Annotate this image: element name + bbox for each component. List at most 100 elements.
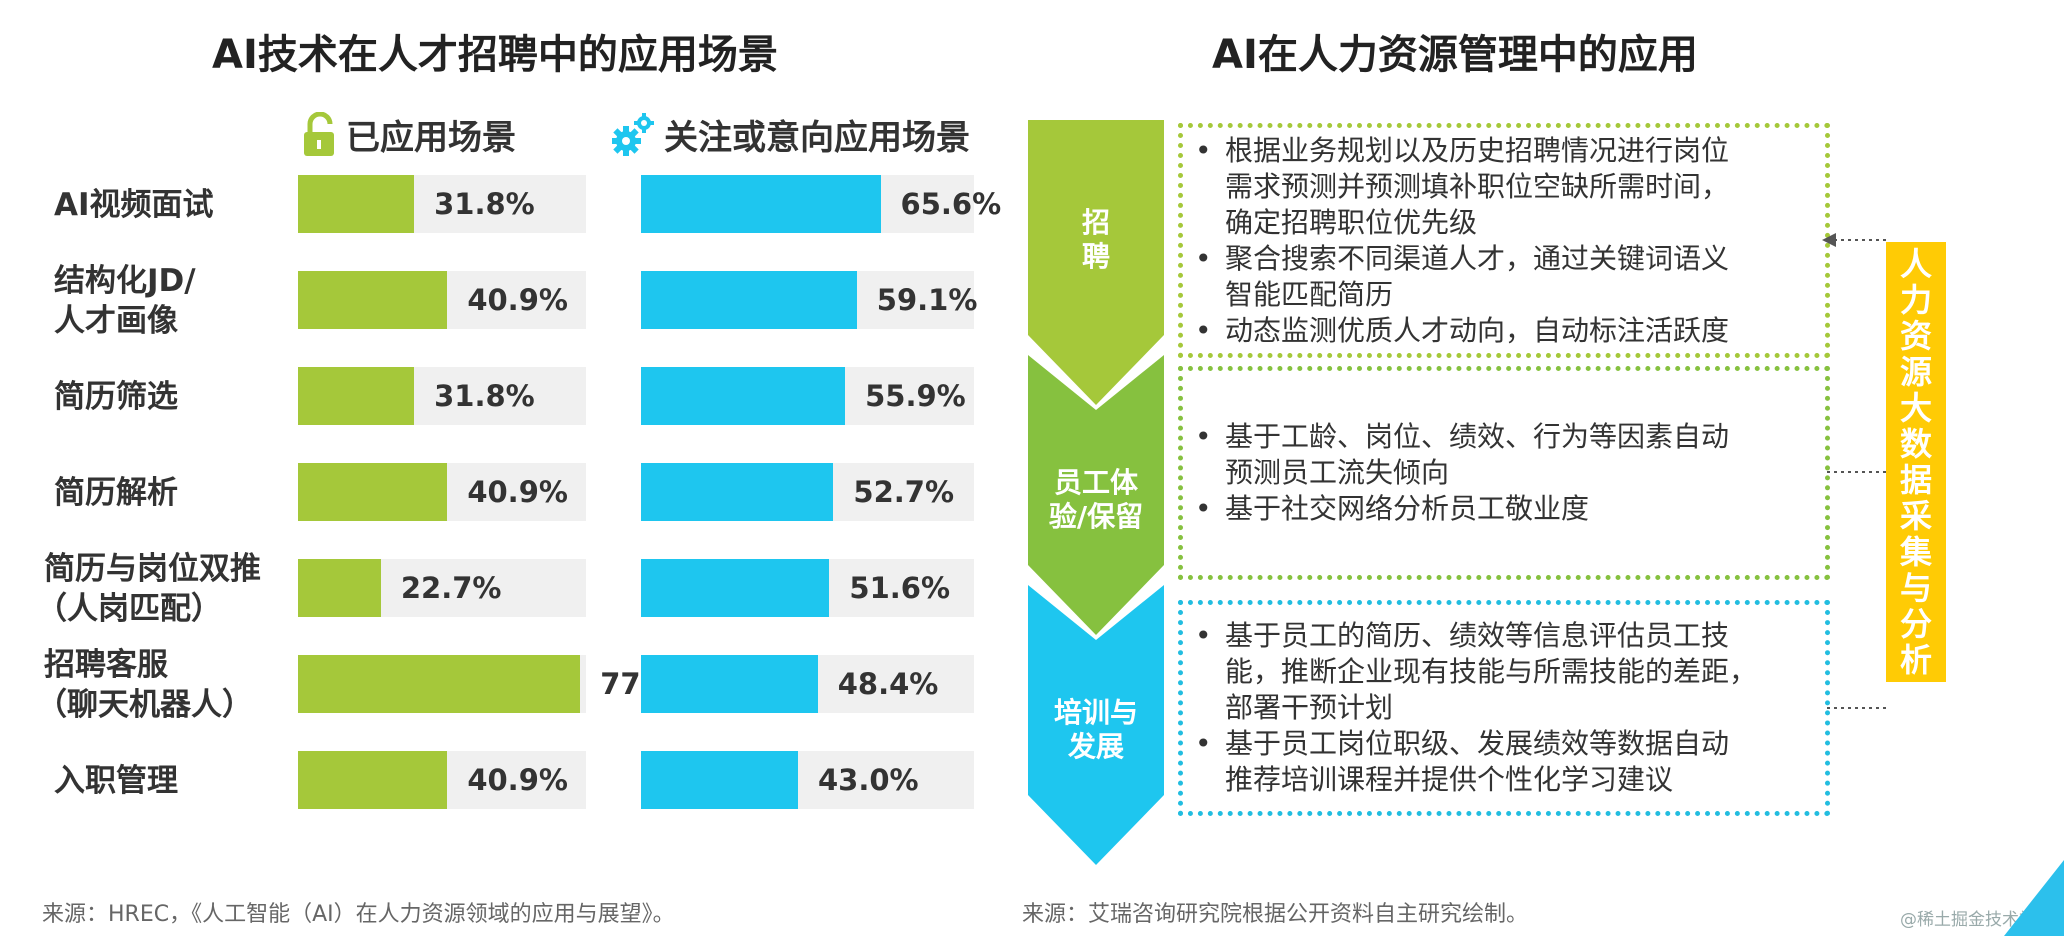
stage-label-line: 发展 xyxy=(1067,729,1124,763)
side-label-char: 据 xyxy=(1899,461,1932,499)
bar-track xyxy=(641,175,974,233)
stage-label-line: 验/保留 xyxy=(1048,499,1144,533)
bar-track xyxy=(298,175,586,233)
bar xyxy=(641,463,834,521)
category-label-line: 人才画像 xyxy=(54,303,178,339)
data-label: 40.9% xyxy=(467,763,568,797)
category-label: 招聘客服 （聊天机器人） xyxy=(36,645,253,725)
legend-applied: 已应用场景 xyxy=(302,110,516,159)
side-label-char: 力 xyxy=(1899,281,1932,319)
data-label: 52.7% xyxy=(853,475,955,509)
category-label: 简历解析 xyxy=(54,473,178,513)
bar xyxy=(298,271,448,329)
data-label: 40.9% xyxy=(467,475,568,509)
stage-detail-box: 基于工龄、岗位、绩效、行为等因素自动预测员工流失倾向基于社交网络分析员工敬业度 xyxy=(1178,366,1830,580)
bar-track xyxy=(298,751,586,809)
right-title: AI在人力资源管理中的应用 xyxy=(1212,32,1698,78)
side-label-char: 析 xyxy=(1899,641,1932,679)
bullet-item: 基于社交网络分析员工敬业度 xyxy=(1183,491,1729,527)
corner-accent xyxy=(2004,860,2064,936)
side-label: 人力资源大数据采集与分析 xyxy=(1900,246,1932,678)
stage-label: 培训与 发展 xyxy=(1028,696,1164,764)
data-label: 51.6% xyxy=(849,571,950,605)
right-source: 来源：艾瑞咨询研究院根据公开资料自主研究绘制。 xyxy=(1022,902,1529,927)
bar-track xyxy=(641,559,974,617)
bullet-line: 聚合搜索不同渠道人才，通过关键词语义 xyxy=(1225,241,1730,275)
bullet-item: 根据业务规划以及历史招聘情况进行岗位需求预测并预测填补职位空缺所需时间，确定招聘… xyxy=(1183,133,1729,241)
bar xyxy=(641,751,798,809)
stage-label-line: 聘 xyxy=(1081,239,1110,273)
legend-applied-label: 已应用场景 xyxy=(346,118,516,158)
hr-stages: 招聘根据业务规划以及历史招聘情况进行岗位需求预测并预测填补职位空缺所需时间，确定… xyxy=(0,0,2064,880)
category-label-line: 简历筛选 xyxy=(54,379,178,415)
bar-track xyxy=(298,655,586,713)
bullet-item: 动态监测优质人才动向，自动标注活跃度 xyxy=(1183,313,1729,349)
gears-icon xyxy=(612,112,654,156)
bar-track xyxy=(641,655,974,713)
data-label: 55.9% xyxy=(865,379,966,413)
category-label-line: 结构化JD/ xyxy=(54,263,196,299)
side-label-char: 源 xyxy=(1899,353,1932,391)
bar-track xyxy=(641,463,974,521)
bar-track xyxy=(298,271,586,329)
legend-interest: 关注或意向应用场景 xyxy=(612,110,970,159)
bullet-line: 需求预测并预测填补职位空缺所需时间， xyxy=(1225,169,1730,203)
category-label-line: 简历与岗位双推 xyxy=(44,551,261,587)
data-label: 59.1% xyxy=(876,283,978,317)
bar xyxy=(298,655,581,713)
bar-track xyxy=(298,559,586,617)
bar xyxy=(298,559,381,617)
connector-lines xyxy=(1822,233,1886,709)
bar xyxy=(298,175,415,233)
category-label: AI视频面试 xyxy=(54,185,214,225)
bar xyxy=(641,655,818,713)
bar-track xyxy=(641,271,974,329)
category-label: 简历筛选 xyxy=(54,377,178,417)
bar xyxy=(298,367,415,425)
stage-label-line: 培训与 xyxy=(1053,695,1138,729)
bullet-line: 智能匹配简历 xyxy=(1225,277,1394,311)
category-label-line: 入职管理 xyxy=(54,763,178,799)
bar xyxy=(298,463,448,521)
data-label: 43.0% xyxy=(818,763,919,797)
side-label-char: 分 xyxy=(1899,605,1932,643)
bullet-item: 基于员工的简历、绩效等信息评估员工技能，推断企业现有技能与所需技能的差距，部署干… xyxy=(1183,618,1757,726)
side-label-char: 数 xyxy=(1899,425,1932,463)
stage-label-line: 员工体 xyxy=(1053,465,1138,499)
side-label-char: 集 xyxy=(1899,533,1932,571)
stage-chevron xyxy=(1028,120,1164,405)
side-label-char: 与 xyxy=(1899,569,1932,607)
bullet-line: 基于员工的简历、绩效等信息评估员工技 xyxy=(1225,619,1730,652)
bar-track xyxy=(298,367,586,425)
category-label-line: （人岗匹配） xyxy=(36,591,222,627)
side-label-char: 资 xyxy=(1899,317,1932,355)
bar-track xyxy=(298,463,586,521)
bar xyxy=(641,559,830,617)
bullet-list: 基于员工的简历、绩效等信息评估员工技能，推断企业现有技能与所需技能的差距，部署干… xyxy=(1183,618,1757,798)
bar-track xyxy=(641,367,974,425)
bar xyxy=(641,271,857,329)
bar xyxy=(641,367,846,425)
category-label: 入职管理 xyxy=(54,761,178,801)
data-label: 31.8% xyxy=(434,187,535,221)
data-label: 31.8% xyxy=(434,379,535,413)
stage-chevron xyxy=(1028,585,1164,865)
category-label: 结构化JD/人才画像 xyxy=(54,261,196,341)
bullet-line: 预测员工流失倾向 xyxy=(1225,456,1450,489)
bullet-line: 能，推断企业现有技能与所需技能的差距， xyxy=(1225,655,1758,688)
stage-detail-box: 基于员工的简历、绩效等信息评估员工技能，推断企业现有技能与所需技能的差距，部署干… xyxy=(1178,600,1830,816)
bar-track xyxy=(641,751,974,809)
category-label: 简历与岗位双推 （人岗匹配） xyxy=(36,549,261,629)
stage-detail-box: 根据业务规划以及历史招聘情况进行岗位需求预测并预测填补职位空缺所需时间，确定招聘… xyxy=(1178,123,1830,358)
bar xyxy=(641,175,881,233)
stage-chevron xyxy=(1028,355,1164,635)
unlock-icon xyxy=(304,111,334,156)
data-label: 22.7% xyxy=(400,571,502,605)
category-label-line: 招聘客服 xyxy=(44,647,168,683)
bar xyxy=(298,751,448,809)
bullet-list: 基于工龄、岗位、绩效、行为等因素自动预测员工流失倾向基于社交网络分析员工敬业度 xyxy=(1183,419,1729,527)
data-label: 40.9% xyxy=(467,283,568,317)
